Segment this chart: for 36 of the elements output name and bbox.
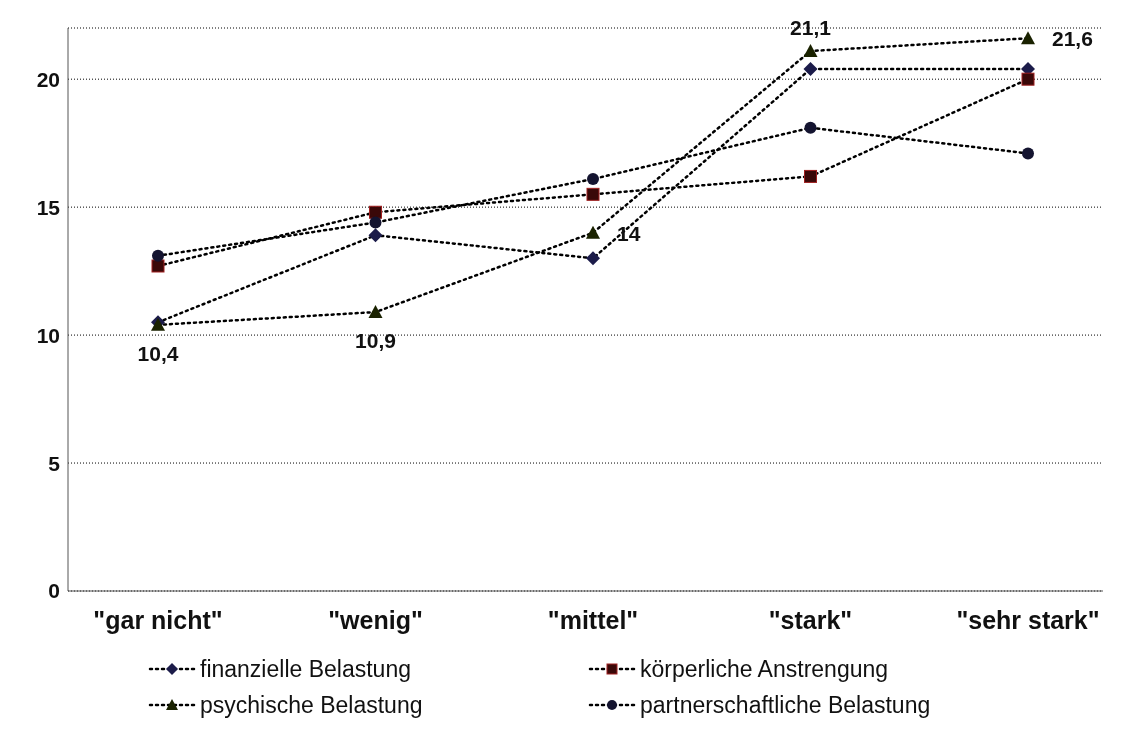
legend-label: finanzielle Belastung bbox=[200, 655, 411, 683]
point bbox=[587, 172, 599, 185]
point bbox=[803, 61, 818, 76]
legend-label: partnerschaftliche Belastung bbox=[640, 691, 931, 719]
point bbox=[368, 305, 383, 319]
point bbox=[804, 121, 817, 134]
point bbox=[804, 169, 817, 183]
data-label: 10,9 bbox=[355, 329, 396, 353]
point bbox=[586, 225, 600, 239]
data-label: 21,6 bbox=[1052, 27, 1093, 51]
legend-label: psychische Belastung bbox=[200, 691, 423, 719]
y-tick-label: 10 bbox=[36, 323, 60, 347]
y-tick-label: 20 bbox=[36, 67, 60, 91]
y-tick-label: 15 bbox=[36, 195, 61, 219]
x-tick-label: "sehr stark" bbox=[956, 605, 1100, 634]
point bbox=[1021, 72, 1035, 86]
y-tick-label: 0 bbox=[48, 579, 60, 603]
point bbox=[1021, 31, 1035, 45]
legend-label: körperliche Anstrengung bbox=[640, 655, 889, 683]
point bbox=[369, 216, 382, 229]
point bbox=[151, 259, 165, 273]
point bbox=[803, 44, 818, 58]
point bbox=[369, 205, 382, 219]
point bbox=[586, 187, 600, 201]
point bbox=[1021, 61, 1035, 76]
point bbox=[152, 249, 164, 262]
y-tick-label: 5 bbox=[48, 451, 61, 475]
x-tick-label: "stark" bbox=[768, 605, 853, 634]
point bbox=[1022, 147, 1034, 160]
point bbox=[586, 251, 600, 266]
data-label: 10,4 bbox=[137, 341, 179, 365]
x-tick-label: "mittel" bbox=[547, 605, 639, 634]
x-tick-label: "wenig" bbox=[328, 605, 423, 634]
data-label: 21,1 bbox=[790, 16, 832, 40]
x-tick-label: "gar nicht" bbox=[93, 605, 223, 634]
point bbox=[368, 228, 383, 243]
